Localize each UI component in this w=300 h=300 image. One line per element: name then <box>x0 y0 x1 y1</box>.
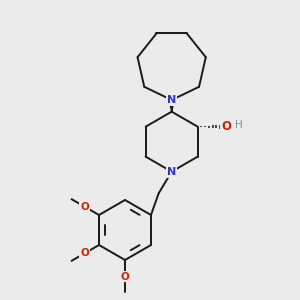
Text: O: O <box>221 120 231 133</box>
Text: O: O <box>80 248 89 258</box>
Text: O: O <box>121 272 129 282</box>
Text: H: H <box>236 120 243 130</box>
Text: N: N <box>167 167 176 177</box>
Polygon shape <box>169 100 174 112</box>
Text: N: N <box>167 95 176 105</box>
Text: O: O <box>80 202 89 212</box>
